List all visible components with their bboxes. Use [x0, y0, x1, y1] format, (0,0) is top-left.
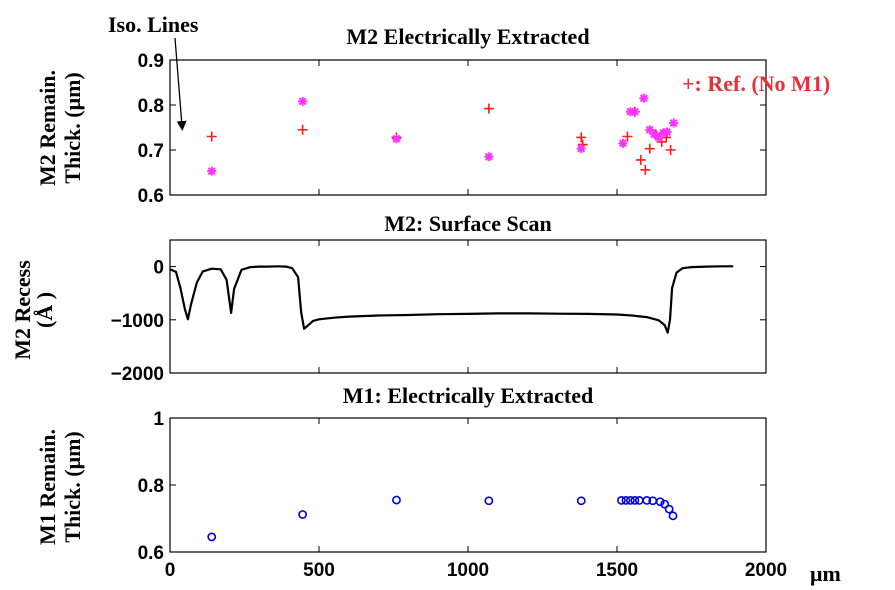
- data-point-reference: [635, 154, 646, 165]
- panel-m2-surface-scan: M2: Surface Scan M2 Recess (Å ) −2000 −10…: [10, 211, 767, 385]
- data-point-m1: [655, 497, 665, 507]
- data-point-m1: [298, 510, 308, 519]
- data-point-reference: [640, 164, 651, 175]
- data-point-m1: [634, 496, 644, 505]
- y-axis-label-line2: (Å ): [32, 292, 57, 328]
- data-point-extracted: [298, 96, 308, 106]
- data-point-m1: [576, 496, 586, 506]
- x-axis-unit-label: μm: [810, 561, 841, 586]
- x-tick-label: 0: [165, 560, 176, 581]
- iso-lines-arrow: [174, 37, 187, 131]
- y-tick-label: 0.9: [138, 51, 164, 72]
- panel-m2-extracted: M2 Electrically Extracted M2 Remain. Thi…: [35, 24, 767, 207]
- data-point-m1: [617, 496, 626, 505]
- panel-title: M1: Electrically Extracted: [343, 383, 593, 408]
- y-tick-label: 0.6: [138, 543, 164, 564]
- plot-frame: [169, 417, 767, 553]
- y-axis-label-line1: M2 Remain.: [35, 70, 60, 186]
- data-point-m1: [621, 496, 631, 505]
- data-point-m1: [484, 496, 494, 506]
- data-point-reference: [622, 131, 633, 142]
- plot-frame: [169, 239, 767, 374]
- iso-lines-annotation: Iso. Lines: [108, 12, 199, 37]
- data-point-extracted: [391, 134, 401, 144]
- x-tick-label: 1000: [447, 560, 489, 581]
- reference-legend-label: +: Ref. (No M1): [682, 71, 830, 96]
- y-tick-label: 0: [153, 258, 164, 279]
- data-point-extracted: [576, 144, 586, 154]
- data-point-reference: [665, 145, 676, 155]
- data-point-m1: [392, 495, 401, 505]
- y-axis-label-line1: M2 Recess: [10, 260, 35, 360]
- data-point-extracted: [669, 118, 679, 128]
- data-point-m1: [207, 532, 217, 542]
- y-axis-label-line2: Thick. (μm): [60, 72, 85, 183]
- y-tick-label: −1000: [111, 311, 164, 332]
- y-axis-label-line2: Thick. (μm): [60, 431, 85, 542]
- plot-frame: [169, 59, 767, 196]
- y-tick-label: 0.6: [138, 186, 164, 207]
- data-point-extracted: [662, 127, 672, 137]
- data-point-m1: [664, 504, 674, 514]
- data-point-extracted: [484, 152, 494, 162]
- x-tick-label: 2000: [745, 560, 787, 581]
- panel-title: M2 Electrically Extracted: [346, 24, 589, 49]
- y-tick-label: 0.7: [138, 141, 164, 162]
- data-point-extracted: [618, 138, 628, 148]
- data-point-extracted: [630, 107, 640, 117]
- x-tick-label: 500: [303, 560, 335, 581]
- data-point-reference: [644, 143, 655, 154]
- data-point-m1: [668, 511, 678, 521]
- x-tick-label: 1500: [596, 560, 638, 581]
- data-point-extracted: [654, 132, 664, 142]
- data-point-reference: [483, 103, 494, 114]
- data-point-extracted: [207, 166, 217, 176]
- data-point-reference: [297, 124, 308, 135]
- data-point-m1: [660, 499, 670, 509]
- data-point-m1: [626, 496, 635, 505]
- surface-scan-line: [169, 265, 734, 334]
- panel-title: M2: Surface Scan: [384, 211, 551, 236]
- data-point-m1: [630, 496, 640, 505]
- y-tick-label: −2000: [111, 364, 164, 385]
- data-point-reference: [576, 132, 587, 143]
- y-axis-label-line1: M1 Remain.: [35, 429, 60, 545]
- data-point-extracted: [645, 125, 655, 135]
- data-point-reference: [206, 131, 217, 142]
- data-point-m1: [642, 496, 652, 505]
- panel-m1-extracted: M1: Electrically Extracted M1 Remain. Th…: [35, 383, 787, 581]
- data-point-extracted: [649, 129, 659, 139]
- data-point-extracted: [639, 93, 649, 103]
- y-tick-label: 0.8: [138, 96, 164, 117]
- y-tick-label: 1: [153, 409, 164, 430]
- y-tick-label: 0.8: [138, 476, 164, 497]
